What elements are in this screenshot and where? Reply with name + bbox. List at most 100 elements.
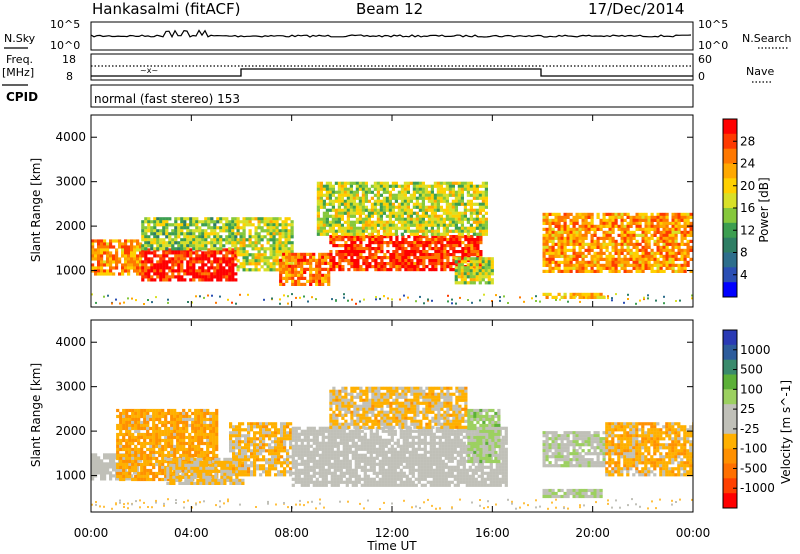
power-cell bbox=[162, 251, 166, 255]
power-cell bbox=[251, 256, 255, 260]
velocity-cell bbox=[253, 473, 257, 477]
velocity-cell bbox=[149, 447, 153, 452]
power-cell bbox=[319, 193, 323, 197]
power-cell bbox=[466, 272, 470, 276]
power-cell bbox=[130, 248, 134, 252]
power-cell bbox=[437, 253, 441, 257]
power-cell bbox=[406, 196, 410, 200]
power-cell bbox=[344, 247, 348, 251]
power-cell bbox=[309, 276, 313, 280]
power-cell bbox=[341, 265, 345, 269]
velocity-cell bbox=[194, 423, 198, 428]
velocity-cell bbox=[259, 449, 263, 453]
power-cell bbox=[338, 238, 342, 242]
power-cell bbox=[623, 224, 627, 228]
velocity-cell bbox=[262, 470, 266, 474]
power-cell bbox=[638, 215, 642, 219]
velocity-cell bbox=[179, 429, 183, 434]
velocity-cell bbox=[166, 469, 170, 473]
power-cell bbox=[376, 196, 380, 200]
velocity-cell bbox=[170, 432, 174, 437]
velocity-cell bbox=[136, 453, 140, 457]
power-cell bbox=[422, 244, 426, 248]
power-cell bbox=[282, 255, 286, 259]
power-cell bbox=[602, 263, 606, 267]
power-cell bbox=[469, 263, 473, 267]
power-cell bbox=[436, 229, 440, 233]
power-cell bbox=[133, 254, 137, 258]
power-cell bbox=[147, 217, 151, 221]
velocity-cell bbox=[106, 468, 110, 472]
power-cell bbox=[231, 272, 235, 276]
power-cell bbox=[410, 247, 414, 251]
power-cell bbox=[647, 245, 651, 249]
power-cell bbox=[434, 259, 438, 263]
power-cell bbox=[466, 275, 470, 279]
power-cell bbox=[548, 233, 552, 237]
power-cell bbox=[578, 236, 582, 240]
power-cell bbox=[343, 211, 347, 215]
power-cell bbox=[490, 266, 494, 270]
velocity-cell bbox=[200, 438, 204, 443]
velocity-cell bbox=[291, 453, 295, 457]
power-cell bbox=[100, 254, 104, 258]
power-cell bbox=[392, 259, 396, 263]
power-cell bbox=[275, 250, 279, 254]
power-cell bbox=[245, 223, 249, 227]
velocity-cell bbox=[134, 456, 138, 461]
power-cell bbox=[397, 202, 401, 206]
power-cell bbox=[683, 248, 687, 252]
power-cell bbox=[294, 282, 298, 286]
power-cell bbox=[644, 239, 648, 243]
power-cell bbox=[186, 238, 190, 242]
power-cell bbox=[466, 266, 470, 270]
velocity-cell bbox=[212, 450, 216, 455]
velocity-cell bbox=[262, 440, 266, 444]
power-cell bbox=[400, 214, 404, 218]
velocity-cell bbox=[164, 447, 168, 452]
power-cell bbox=[635, 242, 639, 246]
velocity-cell bbox=[200, 417, 204, 422]
velocity-cell bbox=[134, 435, 138, 440]
power-cell bbox=[334, 211, 338, 215]
velocity-cell bbox=[128, 438, 132, 443]
velocity-cell bbox=[215, 420, 219, 425]
velocity-cell bbox=[103, 471, 107, 475]
power-cell bbox=[416, 244, 420, 248]
velocity-cell bbox=[122, 438, 126, 443]
power-cell bbox=[373, 181, 377, 185]
power-cell bbox=[338, 250, 342, 254]
power-cell bbox=[403, 205, 407, 209]
power-cell bbox=[210, 238, 214, 242]
power-cell bbox=[424, 184, 428, 188]
power-cell bbox=[139, 242, 143, 246]
power-cell bbox=[557, 254, 561, 258]
velocity-cell bbox=[215, 447, 219, 452]
power-cell bbox=[548, 239, 552, 243]
power-ground-cell bbox=[355, 302, 357, 305]
power-cell bbox=[331, 214, 335, 218]
power-cell bbox=[335, 244, 339, 248]
power-cell bbox=[251, 217, 255, 221]
power-cell bbox=[478, 229, 482, 233]
power-cell bbox=[242, 229, 246, 233]
velocity-cell bbox=[112, 459, 116, 463]
power-cell bbox=[144, 232, 148, 236]
power-cell bbox=[201, 260, 205, 264]
power-cell bbox=[403, 202, 407, 206]
power-cell bbox=[445, 226, 449, 230]
power-cell bbox=[279, 270, 283, 274]
power-cell bbox=[144, 257, 148, 261]
power-cell bbox=[443, 265, 447, 269]
power-cell bbox=[281, 232, 285, 236]
power-cell bbox=[391, 193, 395, 197]
power-cell bbox=[427, 193, 431, 197]
power-cell bbox=[159, 223, 163, 227]
power-cell bbox=[165, 223, 169, 227]
power-ground-cell bbox=[603, 295, 605, 298]
velocity-cell bbox=[112, 474, 116, 478]
power-cell bbox=[490, 260, 494, 264]
power-cell bbox=[379, 217, 383, 221]
power-cell bbox=[572, 242, 576, 246]
